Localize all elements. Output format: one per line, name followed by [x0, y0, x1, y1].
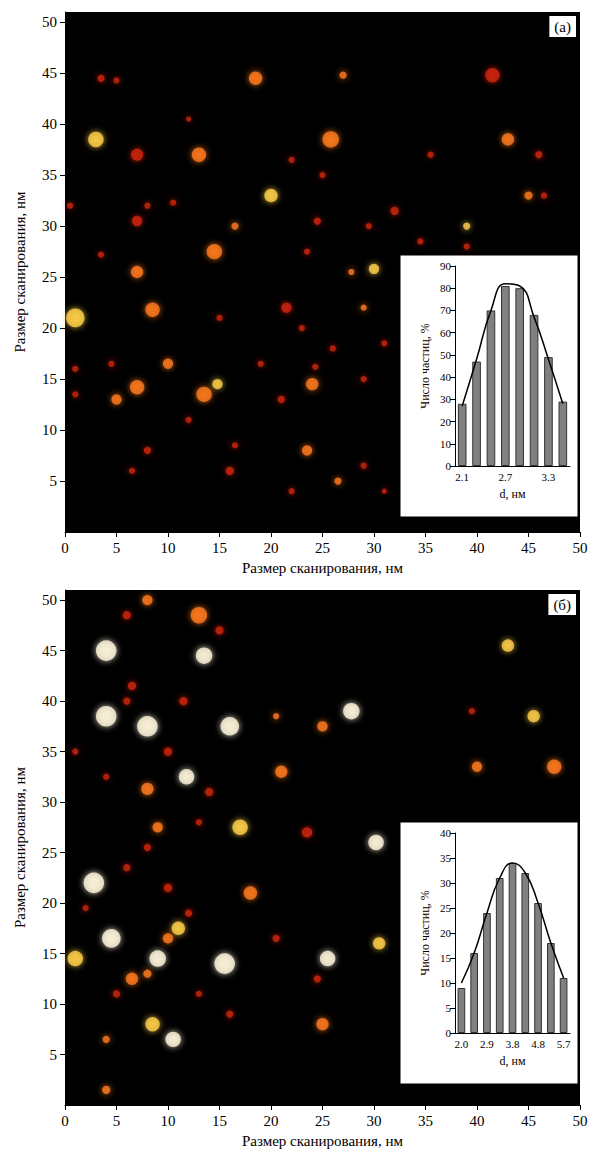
svg-text:70: 70: [440, 304, 452, 316]
svg-text:Размер сканирования, нм: Размер сканирования, нм: [242, 560, 404, 576]
svg-text:20: 20: [264, 1113, 279, 1129]
svg-text:2.1: 2.1: [455, 471, 469, 483]
svg-text:Число частиц, %: Число частиц, %: [418, 890, 432, 975]
svg-text:0: 0: [446, 460, 452, 472]
svg-text:50: 50: [573, 1113, 588, 1129]
svg-text:15: 15: [212, 540, 227, 556]
svg-text:5: 5: [113, 1113, 121, 1129]
svg-text:20: 20: [42, 895, 57, 911]
svg-text:0: 0: [446, 1027, 452, 1039]
svg-text:60: 60: [440, 327, 452, 339]
svg-text:35: 35: [42, 744, 57, 760]
svg-text:40: 40: [440, 371, 452, 383]
svg-text:10: 10: [161, 1113, 176, 1129]
svg-text:50: 50: [42, 14, 57, 30]
svg-text:50: 50: [440, 349, 452, 361]
svg-text:5: 5: [446, 1002, 452, 1014]
svg-text:10: 10: [42, 996, 57, 1012]
svg-text:10: 10: [161, 540, 176, 556]
svg-text:Размер сканирования, нм: Размер сканирования, нм: [12, 766, 28, 928]
svg-text:30: 30: [42, 794, 57, 810]
svg-text:5: 5: [50, 1047, 58, 1063]
svg-text:15: 15: [42, 371, 57, 387]
svg-text:20: 20: [264, 540, 279, 556]
svg-text:25: 25: [42, 269, 57, 285]
svg-text:d, нм: d, нм: [499, 1054, 525, 1068]
svg-text:15: 15: [42, 946, 57, 962]
svg-text:35: 35: [418, 540, 433, 556]
svg-text:d, нм: d, нм: [499, 487, 525, 501]
svg-text:35: 35: [418, 1113, 433, 1129]
svg-text:30: 30: [367, 1113, 382, 1129]
svg-text:20: 20: [440, 416, 452, 428]
svg-text:25: 25: [315, 1113, 330, 1129]
svg-text:15: 15: [212, 1113, 227, 1129]
svg-text:30: 30: [440, 393, 452, 405]
svg-text:15: 15: [440, 952, 452, 964]
svg-text:5: 5: [50, 473, 58, 489]
svg-text:(а): (а): [554, 19, 571, 36]
svg-text:25: 25: [42, 845, 57, 861]
svg-text:0: 0: [61, 540, 69, 556]
svg-text:4.8: 4.8: [531, 1038, 545, 1050]
svg-text:10: 10: [440, 438, 452, 450]
svg-text:10: 10: [42, 422, 57, 438]
svg-text:30: 30: [440, 877, 452, 889]
svg-text:40: 40: [440, 827, 452, 839]
svg-text:40: 40: [470, 1113, 485, 1129]
svg-text:2.0: 2.0: [455, 1038, 469, 1050]
svg-text:35: 35: [42, 167, 57, 183]
svg-text:50: 50: [42, 592, 57, 608]
svg-text:45: 45: [42, 643, 57, 659]
svg-text:3.8: 3.8: [506, 1038, 520, 1050]
svg-text:45: 45: [521, 1113, 536, 1129]
svg-text:30: 30: [367, 540, 382, 556]
svg-text:35: 35: [440, 852, 452, 864]
svg-text:40: 40: [42, 116, 57, 132]
svg-text:45: 45: [521, 540, 536, 556]
svg-text:40: 40: [42, 693, 57, 709]
svg-text:80: 80: [440, 282, 452, 294]
svg-text:45: 45: [42, 65, 57, 81]
svg-text:25: 25: [440, 902, 452, 914]
svg-text:Размер сканирования, нм: Размер сканирования, нм: [242, 1133, 404, 1149]
svg-text:(б): (б): [553, 597, 571, 614]
svg-text:20: 20: [440, 927, 452, 939]
svg-text:90: 90: [440, 260, 452, 272]
svg-text:5: 5: [113, 540, 121, 556]
svg-text:3.3: 3.3: [542, 471, 556, 483]
svg-text:50: 50: [573, 540, 588, 556]
svg-text:2.9: 2.9: [480, 1038, 494, 1050]
svg-text:30: 30: [42, 218, 57, 234]
svg-text:2.7: 2.7: [498, 471, 512, 483]
svg-text:10: 10: [440, 977, 452, 989]
svg-text:20: 20: [42, 320, 57, 336]
svg-text:5.7: 5.7: [557, 1038, 571, 1050]
svg-text:0: 0: [61, 1113, 69, 1129]
svg-text:Число частиц, %: Число частиц, %: [418, 323, 432, 408]
svg-text:40: 40: [470, 540, 485, 556]
svg-text:Размер сканирования, нм: Размер сканирования, нм: [12, 191, 28, 353]
svg-text:25: 25: [315, 540, 330, 556]
